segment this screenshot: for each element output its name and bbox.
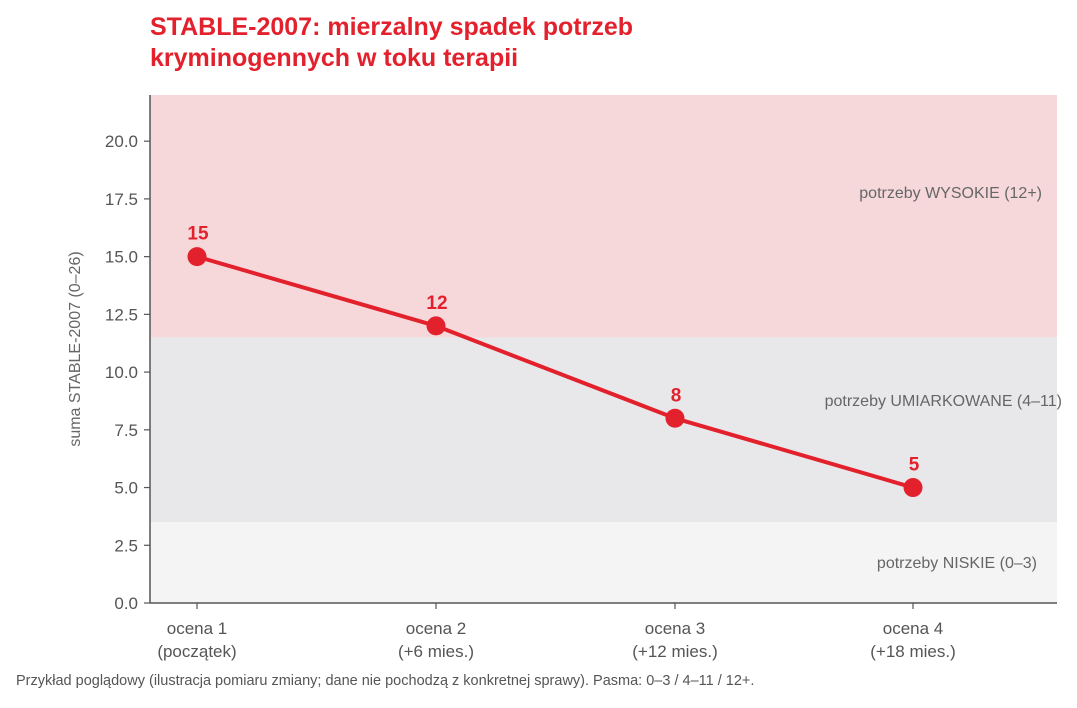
y-tick-label: 2.5 [114, 536, 138, 555]
y-tick-label: 10.0 [105, 363, 138, 382]
band-label-0: potrzeby NISKIE (0–3) [877, 555, 1037, 572]
band-label-1: potrzeby UMIARKOWANE (4–11) [825, 393, 1062, 410]
series-layer: 15 12 8 5 [187, 224, 923, 498]
x-tick-label: ocena 4 [883, 619, 944, 638]
x-tick-sublabel: (początek) [157, 642, 236, 661]
series-line-0 [195, 254, 915, 490]
x-tick-label: ocena 3 [645, 619, 706, 638]
y-tick-label: 7.5 [114, 421, 138, 440]
x-tick-sublabel: (+18 mies.) [870, 642, 956, 661]
y-tick-label: 0.0 [114, 594, 138, 613]
data-point [665, 408, 685, 428]
band-2 [150, 95, 1057, 338]
band-0 [150, 522, 1057, 603]
data-point [903, 478, 923, 498]
data-label: 15 [187, 224, 209, 245]
band-label-2: potrzeby WYSOKIE (12+) [859, 185, 1042, 202]
chart-title-line-2: kryminogennych w toku terapii [150, 44, 519, 72]
x-tick-label: ocena 1 [167, 619, 228, 638]
y-tick-label: 15.0 [105, 248, 138, 267]
data-point [187, 247, 207, 267]
footnote: Przykład poglądowy (ilustracja pomiaru z… [16, 673, 755, 689]
y-tick-label: 17.5 [105, 190, 138, 209]
y-tick-label: 5.0 [114, 479, 138, 498]
y-tick-label: 12.5 [105, 305, 138, 324]
chart-title: STABLE-2007: mierzalny spadek potrzeb kr… [150, 12, 633, 74]
data-point [426, 316, 446, 336]
band-layer: potrzeby NISKIE (0–3) potrzeby UMIARKOWAN… [150, 95, 1062, 603]
band-1 [150, 337, 1057, 523]
x-tick-sublabel: (+6 mies.) [398, 642, 474, 661]
data-label: 8 [671, 385, 682, 406]
chart-title-line-1: STABLE-2007: mierzalny spadek potrzeb [150, 13, 634, 41]
data-label: 5 [909, 455, 920, 476]
x-tick-sublabel: (+12 mies.) [632, 642, 718, 661]
data-label: 12 [426, 293, 447, 314]
axes: 0.0 2.5 5.0 7.5 10.0 12.5 15.0 17.5 20.0 ocena 1 (… [67, 95, 1057, 661]
y-tick-label: 20.0 [105, 132, 138, 151]
x-tick-label: ocena 2 [406, 619, 467, 638]
y-axis-label: suma STABLE-2007 (0–26) [67, 251, 84, 446]
